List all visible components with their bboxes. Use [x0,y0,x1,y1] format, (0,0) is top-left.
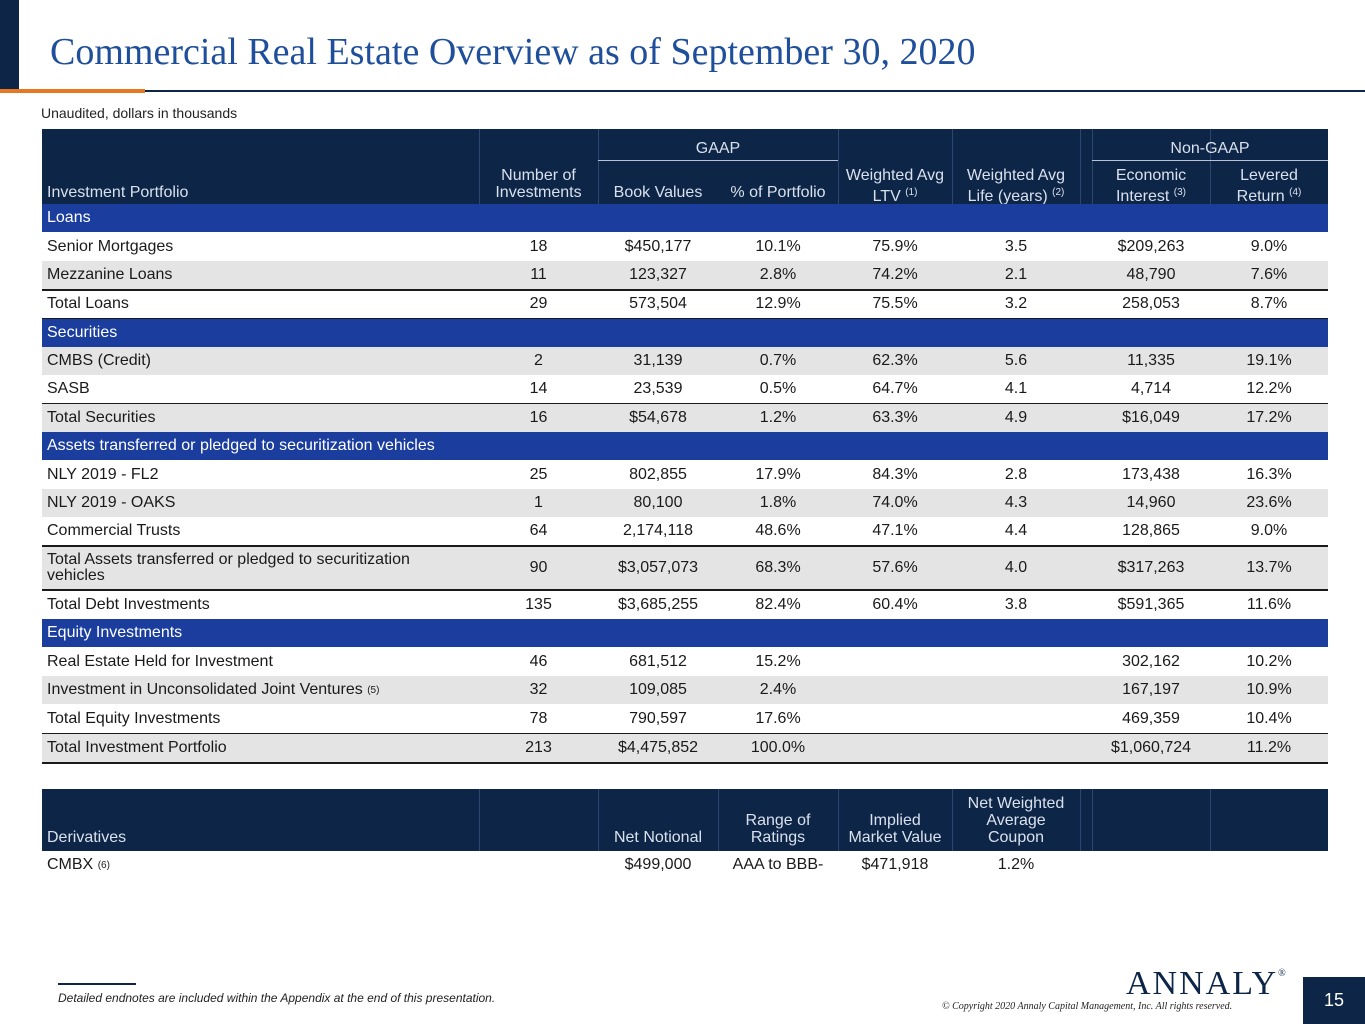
col-investment-portfolio: Investment Portfolio [47,184,189,201]
table-row: CMBX (6) $499,000 AAA to BBB- $471,918 1… [47,856,1035,873]
section-equity: Equity Investments [42,619,1328,647]
col-levered-return: Levered Return (4) [1236,167,1302,205]
subtitle: Unaudited, dollars in thousands [41,105,238,121]
table-row: Senior Mortgages 18 $450,177 10.1% 75.9%… [47,238,1288,255]
col-implied-market-value: Implied Market Value [848,812,942,846]
table-row-total: Total Debt Investments 135 $3,685,255 82… [42,591,1328,621]
table-row: Commercial Trusts 64 2,174,118 48.6% 47.… [42,517,1328,547]
col-weighted-life: Weighted Avg Life (years) (2) [966,167,1066,205]
col-net-notional: Net Notional [613,829,703,846]
section-securities: Securities [42,319,1328,347]
table-row: NLY 2019 - FL2 25 802,855 17.9% 84.3% 2.… [47,466,1292,483]
page-title: Commercial Real Estate Overview as of Se… [50,31,976,73]
table-row: CMBS (Credit) 2 31,139 0.7% 62.3% 5.6 11… [42,347,1328,375]
table-row-total: Total Loans 29 573,504 12.9% 75.5% 3.2 2… [42,290,1328,320]
table-row: Investment in Unconsolidated Joint Ventu… [42,676,1328,704]
col-book-values: Book Values [613,184,703,201]
group-gaap: GAAP [695,140,741,157]
title-underline [145,90,1365,92]
table-row-total: Total Equity Investments 78 790,597 17.6… [42,705,1328,735]
col-range-of-ratings: Range of Ratings [745,812,811,846]
group-nongaap: Non-GAAP [1170,140,1250,157]
table-row: Mezzanine Loans 11 123,327 2.8% 74.2% 2.… [42,261,1328,291]
portfolio-table-header: GAAP Non-GAAP Investment Portfolio Numbe… [42,129,1328,205]
table-row: Real Estate Held for Investment 46 681,5… [47,653,1292,670]
title-underline-accent [0,89,145,93]
derivatives-table-header: Derivatives Net Notional Range of Ratings… [42,789,1328,851]
table-row-total: Total Assets transferred or pledged to s… [42,547,1328,591]
table-row-grand-total: Total Investment Portfolio 213 $4,475,85… [42,734,1328,764]
copyright: © Copyright 2020 Annaly Capital Manageme… [942,1001,1233,1012]
left-accent-bar [0,0,19,90]
col-number-of-investments: Number of Investments [495,167,582,201]
table-row: SASB 14 23,539 0.5% 64.7% 4.1 4,714 12.2… [42,375,1328,405]
annaly-logo: ANNALY® [1126,965,1288,1002]
col-economic-interest: Economic Interest (3) [1115,167,1187,205]
footnote: Detailed endnotes are included within th… [58,991,496,1005]
section-assets-transferred: Assets transferred or pledged to securit… [42,432,1328,460]
table-row-total: Total Securities 16 $54,678 1.2% 63.3% 4… [42,404,1328,432]
col-derivatives: Derivatives [47,829,127,846]
col-weighted-ltv: Weighted Avg LTV (1) [845,167,945,205]
page-number: 15 [1303,977,1365,1024]
col-pct-portfolio: % of Portfolio [730,184,826,201]
col-net-weighted-coupon: Net Weighted Average Coupon [967,795,1065,846]
section-loans: Loans [42,204,1328,232]
table-row: NLY 2019 - OAKS 1 80,100 1.8% 74.0% 4.3 … [42,489,1328,517]
footnote-divider [58,983,136,985]
